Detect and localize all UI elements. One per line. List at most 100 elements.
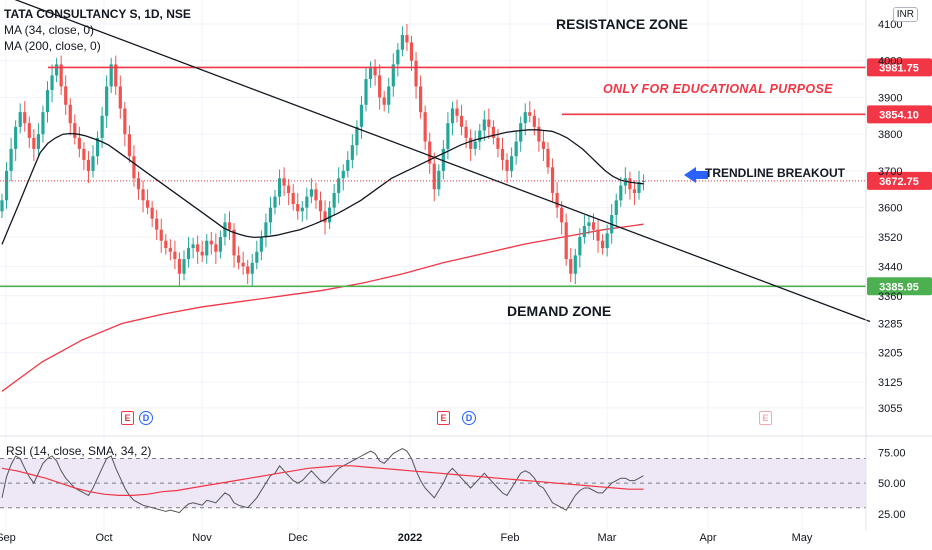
earnings-event-icon[interactable]: E: [437, 411, 450, 425]
candle-body: [146, 200, 150, 208]
price-tick-label: 3055: [878, 403, 902, 415]
candle-body: [564, 222, 568, 260]
candle-body: [373, 68, 377, 76]
candle-body: [387, 86, 391, 105]
candle-body: [523, 112, 527, 124]
price-tick-label: 3360: [878, 291, 902, 303]
candle-body: [86, 159, 91, 171]
earnings-event-icon[interactable]: E: [121, 411, 134, 425]
candle-body: [514, 141, 518, 157]
candle-body: [619, 185, 623, 201]
candle-body: [177, 259, 182, 274]
candle-body: [341, 170, 345, 179]
candle-body: [405, 35, 409, 43]
price-tick-label: 4000: [878, 56, 902, 68]
candle-body: [64, 86, 68, 105]
trendline: [14, 0, 871, 323]
candle-body: [32, 137, 36, 149]
candle-body: [537, 126, 541, 142]
candle-body: [95, 137, 100, 157]
candle-body: [355, 126, 359, 146]
candle-body: [346, 159, 350, 171]
candle-body: [596, 229, 600, 241]
dividend-event-icon[interactable]: D: [139, 411, 153, 425]
candle-body: [41, 112, 45, 135]
candle-body: [205, 240, 209, 256]
candle-body: [582, 226, 586, 238]
candle-body: [464, 126, 468, 138]
candle-body: [164, 240, 168, 249]
candle-body: [196, 244, 200, 252]
ma200-legend: MA (200, close, 0): [4, 39, 101, 53]
candle-body: [159, 229, 163, 241]
candle-body: [237, 255, 241, 263]
candle-body: [423, 112, 427, 142]
time-tick-label: Dec: [288, 532, 308, 544]
candle-body: [287, 185, 291, 193]
price-tick-label: 3520: [878, 232, 902, 244]
candle-body: [59, 64, 63, 87]
trendline-breakout-label: TRENDLINE BREAKOUT: [705, 166, 845, 180]
current-price-price-tag: [867, 171, 932, 190]
candle-body: [314, 189, 318, 201]
candle-body: [437, 170, 441, 190]
time-tick-label: Mar: [598, 532, 617, 544]
candle-body: [300, 207, 304, 212]
upcoming-earnings-icon[interactable]: E: [759, 411, 772, 425]
price-tick-label: 4100: [878, 19, 902, 31]
candle-body: [400, 35, 404, 50]
candle-body: [428, 141, 432, 164]
demand-zone-label: DEMAND ZONE: [507, 303, 612, 319]
candle-body: [45, 90, 50, 113]
candle-body: [82, 148, 86, 160]
candle-body: [455, 108, 459, 116]
price-tick-label: 3900: [878, 92, 902, 104]
candle-body: [368, 68, 373, 80]
candle-body: [186, 248, 191, 260]
candle-body: [510, 156, 514, 171]
candlestick-series: [0, 24, 646, 286]
candle-body: [114, 64, 118, 87]
candle-body: [191, 244, 195, 249]
resistance-2-price-label: 3854.10: [879, 109, 919, 121]
candle-body: [118, 86, 122, 109]
price-axis: 3055 3125 3205 3285 3360 3440 3520 3600 3700 3800…: [0, 0, 932, 530]
candle-body: [91, 156, 95, 171]
candle-body: [223, 222, 227, 238]
candle-body: [532, 115, 536, 127]
candle-body: [441, 148, 445, 171]
candle-body: [127, 134, 131, 157]
candle-body: [259, 237, 263, 252]
candle-body: [641, 180, 646, 182]
candle-body: [150, 207, 154, 219]
rsi-pane: 75.00 50.00 25.00 RSI (14, close, SMA, 34, …: [0, 444, 906, 521]
dividend-event-icon[interactable]: D: [462, 411, 476, 425]
descending-trendline: [14, 0, 871, 323]
candle-body: [578, 237, 582, 256]
candle-body: [601, 240, 605, 249]
candle-body: [446, 123, 450, 149]
candle-body: [23, 112, 27, 124]
candle-body: [496, 137, 500, 149]
candle-body: [546, 148, 550, 168]
candle-body: [73, 123, 77, 138]
time-tick-label: Feb: [501, 532, 520, 544]
candle-body: [482, 119, 486, 131]
candle-body: [414, 60, 418, 87]
candle-body: [296, 203, 300, 212]
currency-badge[interactable]: INR: [892, 7, 918, 22]
candle-body: [491, 126, 495, 138]
ma200-line: [1, 223, 644, 392]
candle-body: [168, 248, 172, 252]
candle-body: [182, 259, 186, 274]
candle-body: [309, 189, 313, 197]
price-tick-label: 3285: [878, 318, 902, 330]
price-tick-label: 3600: [878, 203, 902, 215]
candle-body: [136, 178, 141, 190]
candle-body: [291, 192, 295, 204]
educational-disclaimer: ONLY FOR EDUCATIONAL PURPOSE: [603, 82, 833, 96]
candle-body: [459, 115, 464, 127]
candle-body: [100, 115, 104, 138]
price-tick-label: 3205: [878, 348, 902, 360]
